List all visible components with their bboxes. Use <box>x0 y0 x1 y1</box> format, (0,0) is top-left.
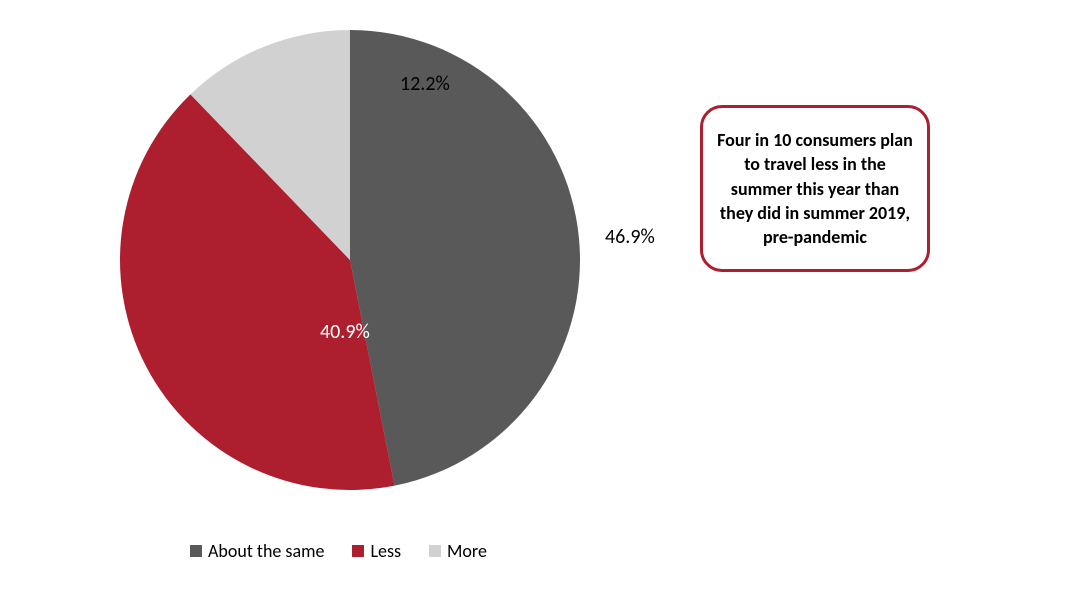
legend-item-2: More <box>429 540 487 562</box>
legend-swatch-0 <box>190 545 202 557</box>
legend-item-0: About the same <box>190 540 324 562</box>
legend-item-1: Less <box>352 540 401 562</box>
legend-label-1: Less <box>370 540 401 562</box>
callout-text: Four in 10 consumers plan to travel less… <box>717 129 913 248</box>
pie-slice <box>350 30 580 486</box>
legend-swatch-1 <box>352 545 364 557</box>
legend-label-0: About the same <box>208 540 324 562</box>
slice-label-2: 12.2% <box>400 72 450 96</box>
legend: About the same Less More <box>190 540 487 562</box>
pie-chart: 46.9% 40.9% 12.2% <box>120 30 580 490</box>
chart-container: 46.9% 40.9% 12.2% Four in 10 consumers p… <box>0 0 1075 614</box>
slice-label-1: 40.9% <box>320 320 370 344</box>
legend-label-2: More <box>447 540 487 562</box>
slice-label-0: 46.9% <box>605 225 655 249</box>
pie-svg <box>120 30 580 490</box>
callout-box: Four in 10 consumers plan to travel less… <box>700 105 930 272</box>
legend-swatch-2 <box>429 545 441 557</box>
